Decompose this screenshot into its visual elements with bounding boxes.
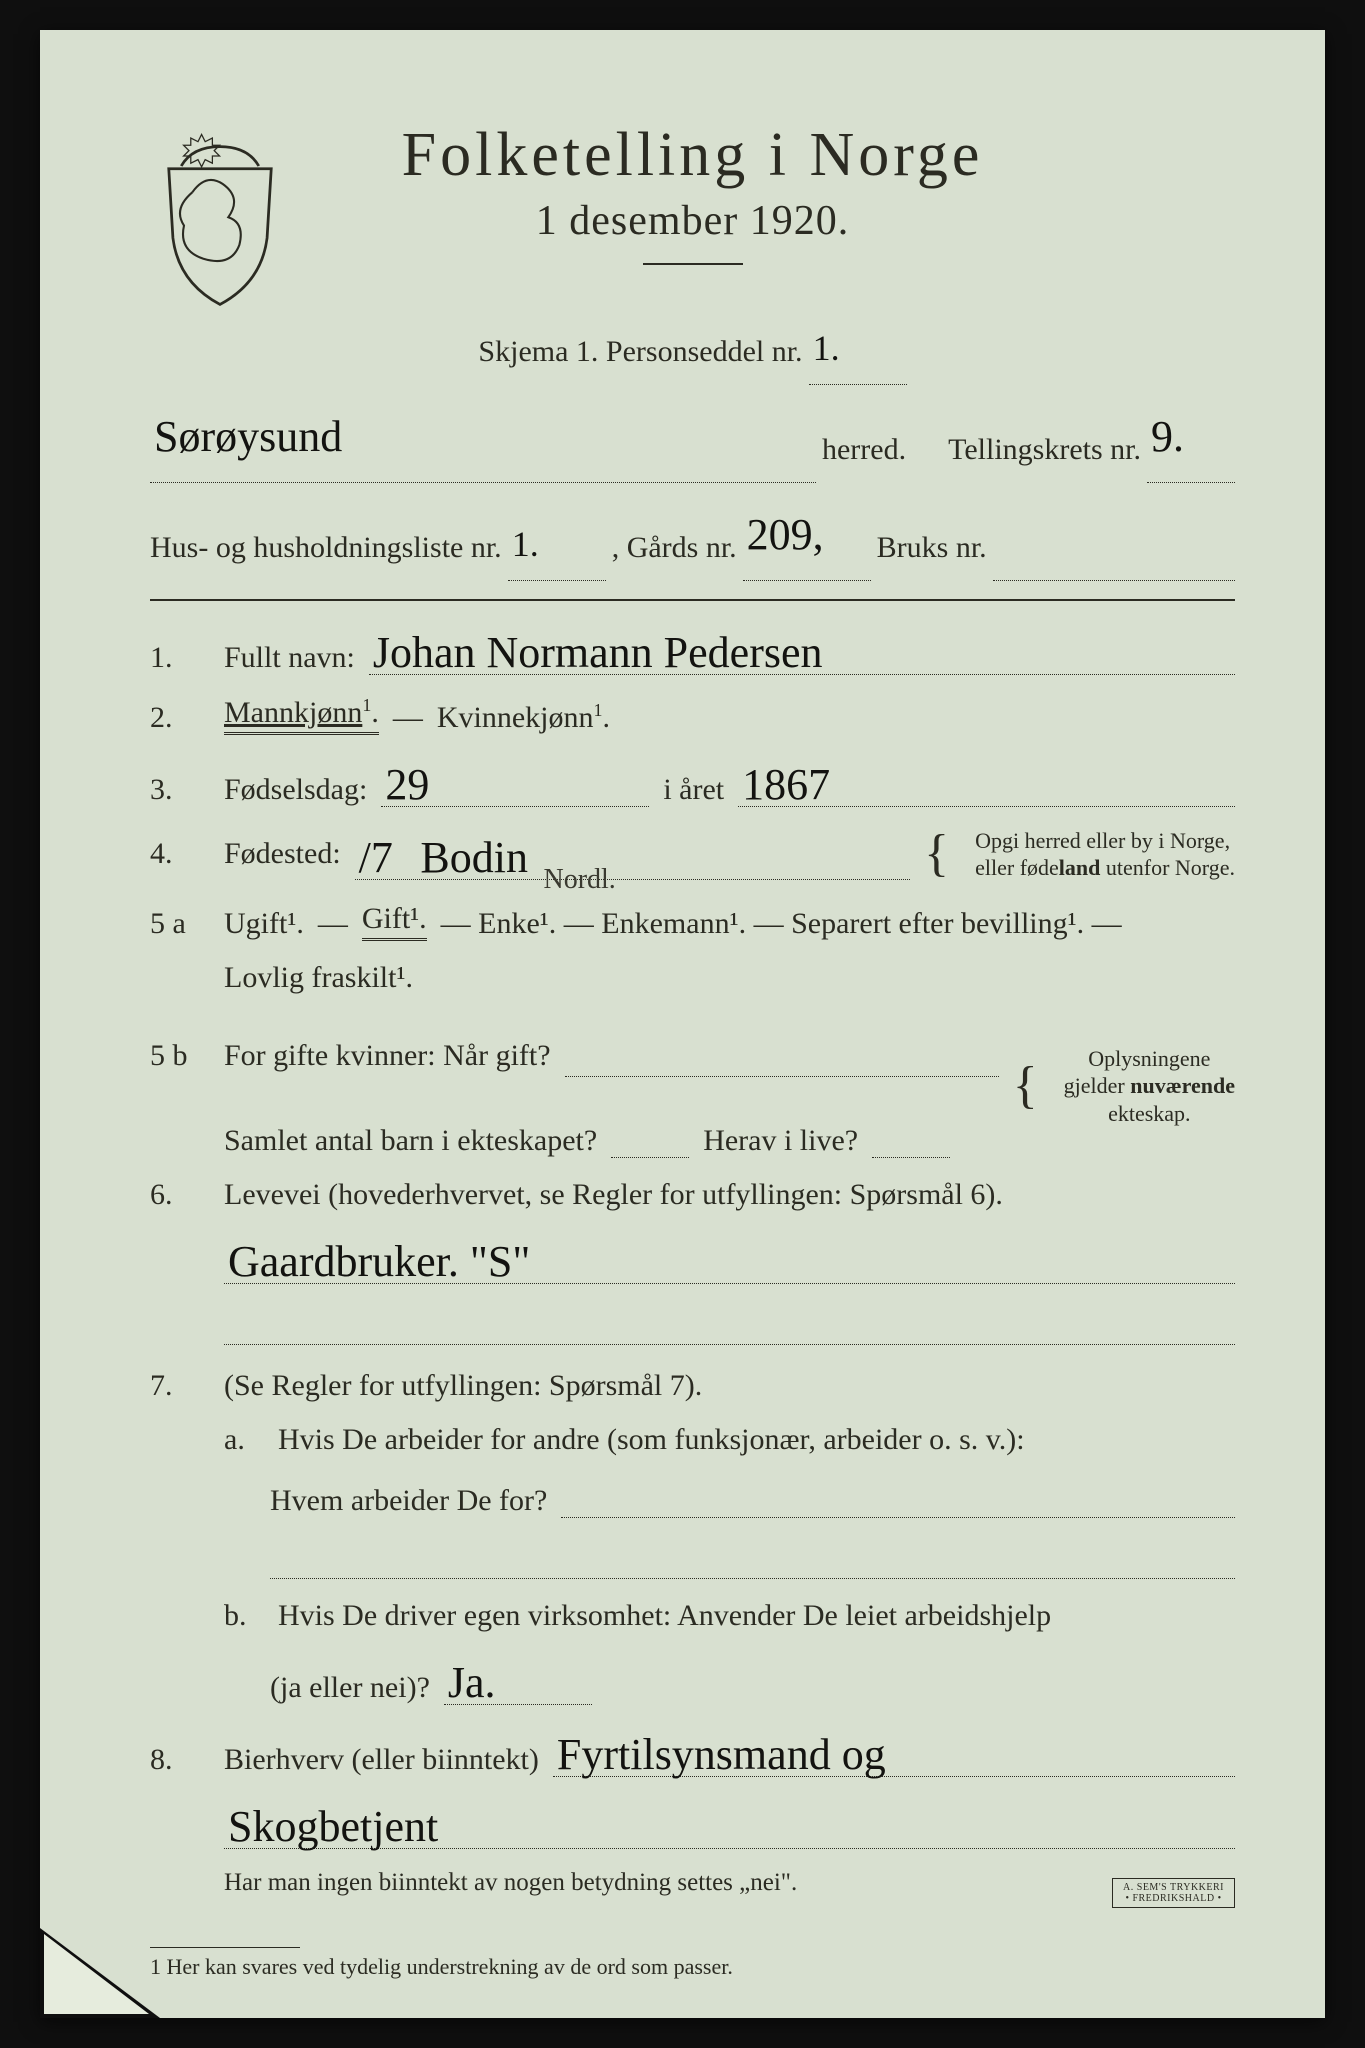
herred-value: Sørøysund: [154, 412, 342, 461]
personseddel-nr: 1.: [813, 328, 840, 368]
q8-row2: Skogbetjent: [150, 1797, 1235, 1849]
q8-row: 8. Bierhverv (eller biinntekt) Fyrtilsyn…: [150, 1725, 1235, 1777]
q4-place: Bodin: [420, 833, 528, 882]
q8-num: 8.: [150, 1743, 210, 1777]
q5a-ugift: Ugift¹.: [224, 907, 304, 941]
house-line: Hus- og husholdningsliste nr. 1. , Gårds…: [150, 483, 1235, 581]
brace-icon: {: [924, 831, 949, 878]
title-divider: [643, 263, 743, 265]
printer-stamp: A. SEM'S TRYKKERI• FREDRIKSHALD •: [1112, 1878, 1235, 1908]
q7b-label: b.: [224, 1599, 264, 1633]
q6-blank-row: [150, 1304, 1235, 1345]
q7-heading: (Se Regler for utfyllingen: Spørsmål 7).: [224, 1369, 702, 1403]
coat-of-arms-icon: [150, 130, 290, 310]
q5a-row: 5 a Ugift¹. — Gift¹. — Enke¹. — Enkemann…: [150, 902, 1235, 941]
q7a-text1: Hvis De arbeider for andre (som funksjon…: [278, 1423, 1025, 1457]
q5a-gift: Gift¹.: [362, 902, 427, 941]
q3-num: 3.: [150, 773, 210, 807]
q3-label: Fødselsdag:: [224, 773, 367, 807]
q5b-pre: For gifte kvinner: Når gift?: [224, 1039, 551, 1073]
document-title: Folketelling i Norge: [150, 120, 1235, 191]
q8-value2: Skogbetjent: [228, 1802, 438, 1851]
q1-row: 1. Fullt navn: Johan Normann Pedersen: [150, 623, 1235, 675]
q4-label: Fødested:: [224, 837, 341, 871]
q4-brace-note: Opgi herred eller by i Norge,eller fødel…: [975, 827, 1235, 882]
q3-day: 29: [385, 760, 429, 809]
q4-frac: /7: [359, 833, 393, 882]
gardsnr: 209,: [747, 510, 824, 559]
paper-fold-inner: [44, 1934, 149, 2014]
q5b-row1: 5 b For gifte kvinner: Når gift? { Oplys…: [150, 1015, 1235, 1098]
herred-label: herred.: [822, 417, 906, 483]
q3-mid: i året: [663, 773, 724, 807]
q4-subnote: Nordl.: [543, 864, 615, 895]
q7-row: 7. (Se Regler for utfyllingen: Spørsmål …: [150, 1369, 1235, 1403]
q7b-row1: b. Hvis De driver egen virksomhet: Anven…: [150, 1599, 1235, 1633]
q1-num: 1.: [150, 641, 210, 675]
q2-kvinne: Kvinnekjønn1.: [437, 700, 610, 735]
q7a-blank: [150, 1538, 1235, 1579]
q5a-last: Lovlig fraskilt¹.: [224, 961, 413, 995]
document-paper: Folketelling i Norge 1 desember 1920. Sk…: [40, 30, 1325, 2018]
bruksnr-label: Bruks nr.: [877, 515, 987, 581]
herred-line: Sørøysund herred. Tellingskrets nr. 9.: [150, 385, 1235, 483]
q6-label: Levevei (hovederhvervet, se Regler for u…: [224, 1178, 1003, 1212]
q3-year: 1867: [742, 760, 830, 809]
footnote-rule: [150, 1947, 300, 1948]
brace-icon: {: [1013, 1063, 1038, 1110]
schema-label: Skjema 1. Personseddel nr.: [478, 319, 802, 385]
q7b-text1: Hvis De driver egen virksomhet: Anvender…: [278, 1599, 1051, 1633]
q3-row: 3. Fødselsdag: 29 i året 1867: [150, 755, 1235, 807]
q7b-value: Ja.: [448, 1658, 496, 1707]
q7a-label: a.: [224, 1423, 264, 1457]
gardsnr-label: , Gårds nr.: [612, 515, 737, 581]
q6-row: 6. Levevei (hovederhvervet, se Regler fo…: [150, 1178, 1235, 1212]
q4-row: 4. Fødested: /7 Bodin Nordl. { Opgi herr…: [150, 827, 1235, 882]
q6-value: Gaardbruker. "S": [228, 1237, 530, 1286]
krets-label: Tellingskrets nr.: [948, 417, 1141, 483]
q5a-row2: Lovlig fraskilt¹.: [150, 961, 1235, 995]
husliste-label: Hus- og husholdningsliste nr.: [150, 515, 502, 581]
q5a-rest: — Enke¹. — Enkemann¹. — Separert efter b…: [441, 907, 1122, 941]
husliste-nr: 1.: [512, 524, 539, 564]
q6-value-row: Gaardbruker. "S": [150, 1232, 1235, 1284]
q7a-row1: a. Hvis De arbeider for andre (som funks…: [150, 1423, 1235, 1457]
q4-num: 4.: [150, 837, 210, 871]
footnote-text: 1 Her kan svares ved tydelig understrekn…: [150, 1954, 1235, 1980]
section-divider: [150, 599, 1235, 601]
q1-label: Fullt navn:: [224, 641, 355, 675]
q5b-children-label: Samlet antal barn i ekteskapet?: [224, 1124, 597, 1158]
q8-note: Har man ingen biinntekt av nogen betydni…: [224, 1869, 797, 1897]
document-header: Folketelling i Norge 1 desember 1920.: [150, 120, 1235, 265]
document-subtitle: 1 desember 1920.: [150, 197, 1235, 245]
q2-mann: Mannkjønn1.: [224, 695, 379, 735]
q5a-num: 5 a: [150, 907, 210, 941]
q5b-brace-note: Oplysningenegjelder nuværendeekteskap.: [1064, 1045, 1235, 1128]
q2-sep: —: [393, 701, 423, 735]
q7-num: 7.: [150, 1369, 210, 1403]
q2-num: 2.: [150, 701, 210, 735]
krets-nr: 9.: [1151, 412, 1184, 461]
page-wrapper: Folketelling i Norge 1 desember 1920. Sk…: [0, 0, 1365, 2048]
q7a-text2: Hvem arbeider De for?: [270, 1484, 547, 1518]
q5b-num: 5 b: [150, 1039, 210, 1073]
q2-row: 2. Mannkjønn1. — Kvinnekjønn1.: [150, 695, 1235, 735]
q5b-alive-label: Herav i live?: [703, 1124, 858, 1158]
q7b-row2: (ja eller nei)? Ja.: [150, 1653, 1235, 1705]
q8-value: Fyrtilsynsmand og: [557, 1730, 886, 1779]
schema-line: Skjema 1. Personseddel nr. 1.: [150, 305, 1235, 385]
q8-label: Bierhverv (eller biinntekt): [224, 1743, 539, 1777]
q7b-text2: (ja eller nei)?: [270, 1671, 430, 1705]
q1-value: Johan Normann Pedersen: [373, 628, 823, 677]
q7a-row2: Hvem arbeider De for?: [150, 1477, 1235, 1518]
q8-note-row: Har man ingen biinntekt av nogen betydni…: [150, 1869, 1235, 1897]
q6-num: 6.: [150, 1178, 210, 1212]
